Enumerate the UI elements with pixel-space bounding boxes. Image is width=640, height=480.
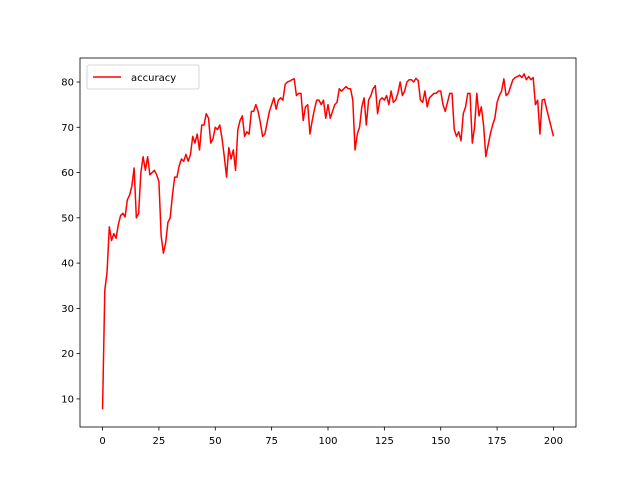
y-tick-label: 20 — [61, 349, 74, 360]
x-tick-label: 150 — [431, 436, 450, 447]
legend-label: accuracy — [131, 73, 176, 84]
data-line — [101, 73, 555, 410]
x-tick-label: 50 — [209, 436, 222, 447]
legend-box — [86, 64, 200, 90]
y-tick-label: 10 — [61, 394, 74, 405]
x-tick-label: 175 — [488, 436, 507, 447]
axes-frame — [79, 57, 577, 428]
x-tick-label: 100 — [318, 436, 337, 447]
y-tick-label: 50 — [61, 213, 74, 224]
x-tick-label: 75 — [265, 436, 278, 447]
y-tick-label: 60 — [61, 168, 74, 179]
x-tick-label: 200 — [544, 436, 563, 447]
y-tick-label: 80 — [61, 77, 74, 88]
x-tick-label: 25 — [153, 436, 166, 447]
y-tick-label: 70 — [61, 123, 74, 134]
x-tick-label: 0 — [99, 436, 105, 447]
y-tick-label: 40 — [61, 259, 74, 270]
x-tick-label: 125 — [375, 436, 394, 447]
y-tick-label: 30 — [61, 304, 74, 315]
